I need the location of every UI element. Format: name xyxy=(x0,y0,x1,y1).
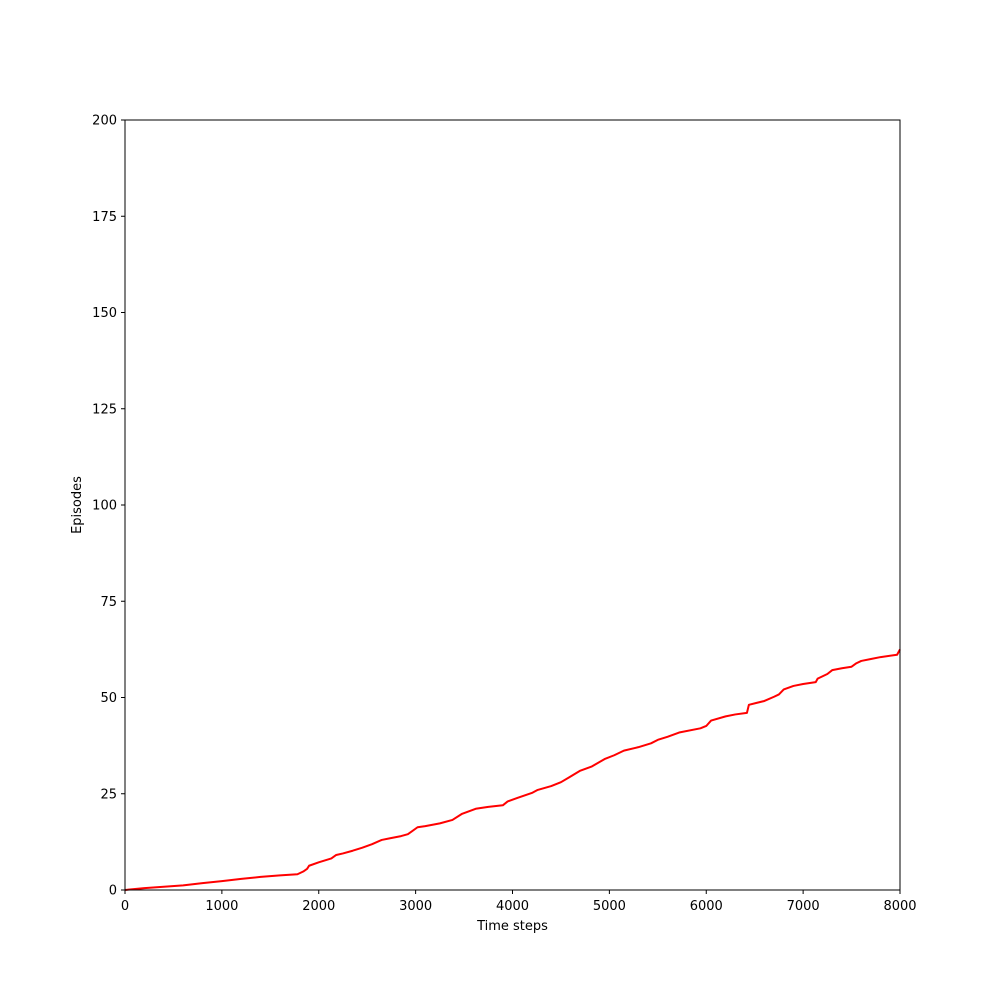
x-tick-label: 4000 xyxy=(496,899,529,914)
y-tick-label: 50 xyxy=(100,691,117,706)
x-tick-label: 8000 xyxy=(883,899,916,914)
y-tick-label: 75 xyxy=(100,595,117,610)
series-layer xyxy=(124,648,901,891)
y-tick-label: 175 xyxy=(92,210,117,225)
y-tick-label: 100 xyxy=(92,499,117,514)
x-tick-label: 2000 xyxy=(302,899,335,914)
y-tick-label: 25 xyxy=(100,787,117,802)
y-tick-label: 150 xyxy=(92,306,117,321)
series-line-0 xyxy=(124,648,901,891)
x-tick-label: 0 xyxy=(121,899,129,914)
y-tick-label: 125 xyxy=(92,402,117,417)
y-tick-label: 200 xyxy=(92,114,117,129)
x-tick-label: 7000 xyxy=(787,899,820,914)
x-tick-label: 1000 xyxy=(205,899,238,914)
x-tick-label: 3000 xyxy=(399,899,432,914)
axes-frame xyxy=(124,119,901,891)
x-tick-label: 6000 xyxy=(690,899,723,914)
y-axis-label: Episodes xyxy=(70,476,85,534)
y-axis: 0 25 50 75 100 125 150 175 200 xyxy=(92,114,125,899)
x-axis-label: Time steps xyxy=(476,919,548,934)
x-tick-label: 5000 xyxy=(593,899,626,914)
x-axis: 0 1000 2000 3000 4000 5000 6000 7000 8000 xyxy=(121,890,917,914)
y-tick-label: 0 xyxy=(109,884,117,899)
